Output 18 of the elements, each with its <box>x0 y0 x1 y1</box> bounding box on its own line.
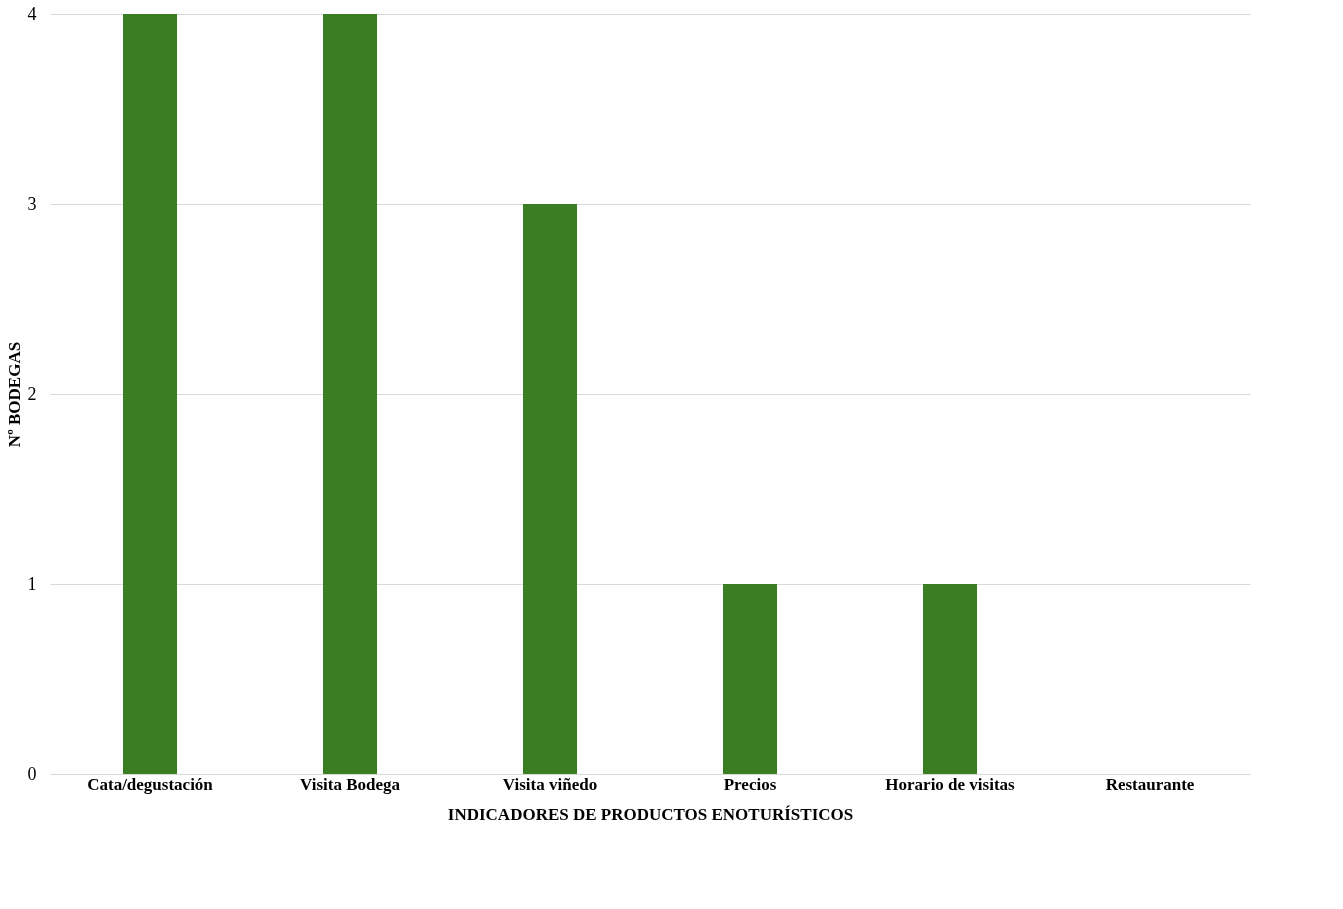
bar <box>123 14 177 774</box>
bar <box>523 204 577 774</box>
y-tick-label: 1 <box>27 573 37 594</box>
bar <box>723 584 777 774</box>
x-tick-label: Precios <box>723 774 777 794</box>
y-tick-label: 4 <box>27 3 37 24</box>
x-axis-title: INDICADORES DE PRODUCTOS ENOTURÍSTICOS <box>447 804 854 824</box>
x-tick-label: Cata/degustación <box>87 774 214 794</box>
bar <box>923 584 977 774</box>
x-tick-label: Restaurante <box>1105 774 1195 794</box>
y-tick-label: 2 <box>27 383 37 404</box>
y-tick-label: 3 <box>27 193 37 214</box>
x-tick-label: Horario de visitas <box>885 774 1016 794</box>
x-tick-label: Visita viñedo <box>502 774 598 794</box>
y-tick-label: 0 <box>27 763 37 784</box>
y-axis-title: Nº BODEGAS <box>4 341 24 448</box>
x-tick-label: Visita Bodega <box>300 774 401 794</box>
bar <box>323 14 377 774</box>
